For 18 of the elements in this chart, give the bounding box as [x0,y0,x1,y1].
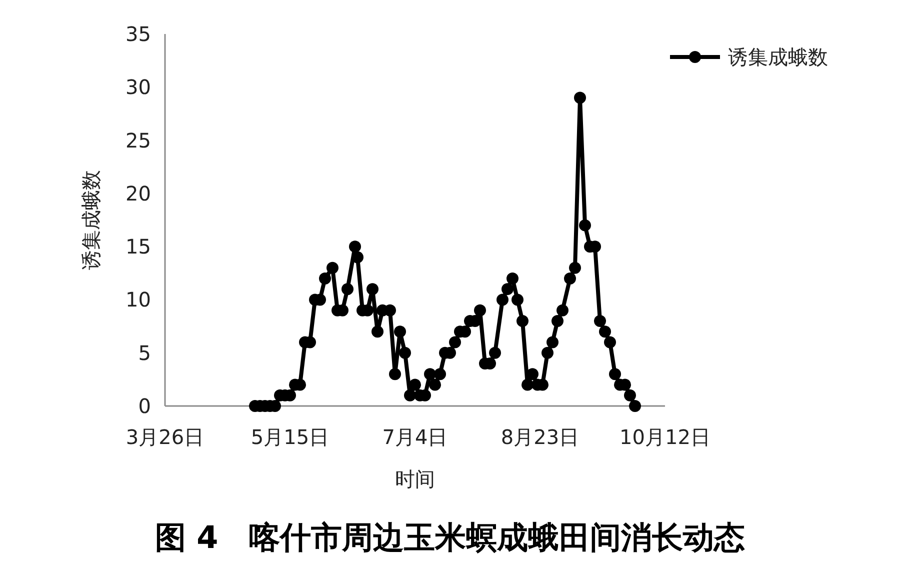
y-tick-label: 35 [126,22,151,46]
y-tick-label: 20 [126,181,151,206]
x-tick-label: 5月15日 [250,425,330,449]
x-tick-label: 7月4日 [382,425,448,449]
y-tick-label: 0 [138,394,151,418]
x-tick-label: 10月12日 [620,425,710,449]
y-tick-label: 15 [126,234,151,259]
x-axis-title: 时间 [395,467,435,491]
legend-label: 诱集成蛾数 [728,45,828,69]
y-tick-label: 10 [126,288,151,312]
legend: 诱集成蛾数 [670,45,828,69]
x-tick-label: 8月23日 [500,425,580,449]
y-tick-label: 30 [126,75,151,100]
x-tick-label: 3月26日 [126,425,204,449]
y-axis-title: 诱集成蛾数 [79,170,103,270]
y-tick-label: 5 [138,340,151,365]
text: 图 4 喀什市周边玉米螟成蛾田间消长动态 [154,520,746,556]
y-tick-label: 25 [126,128,151,152]
